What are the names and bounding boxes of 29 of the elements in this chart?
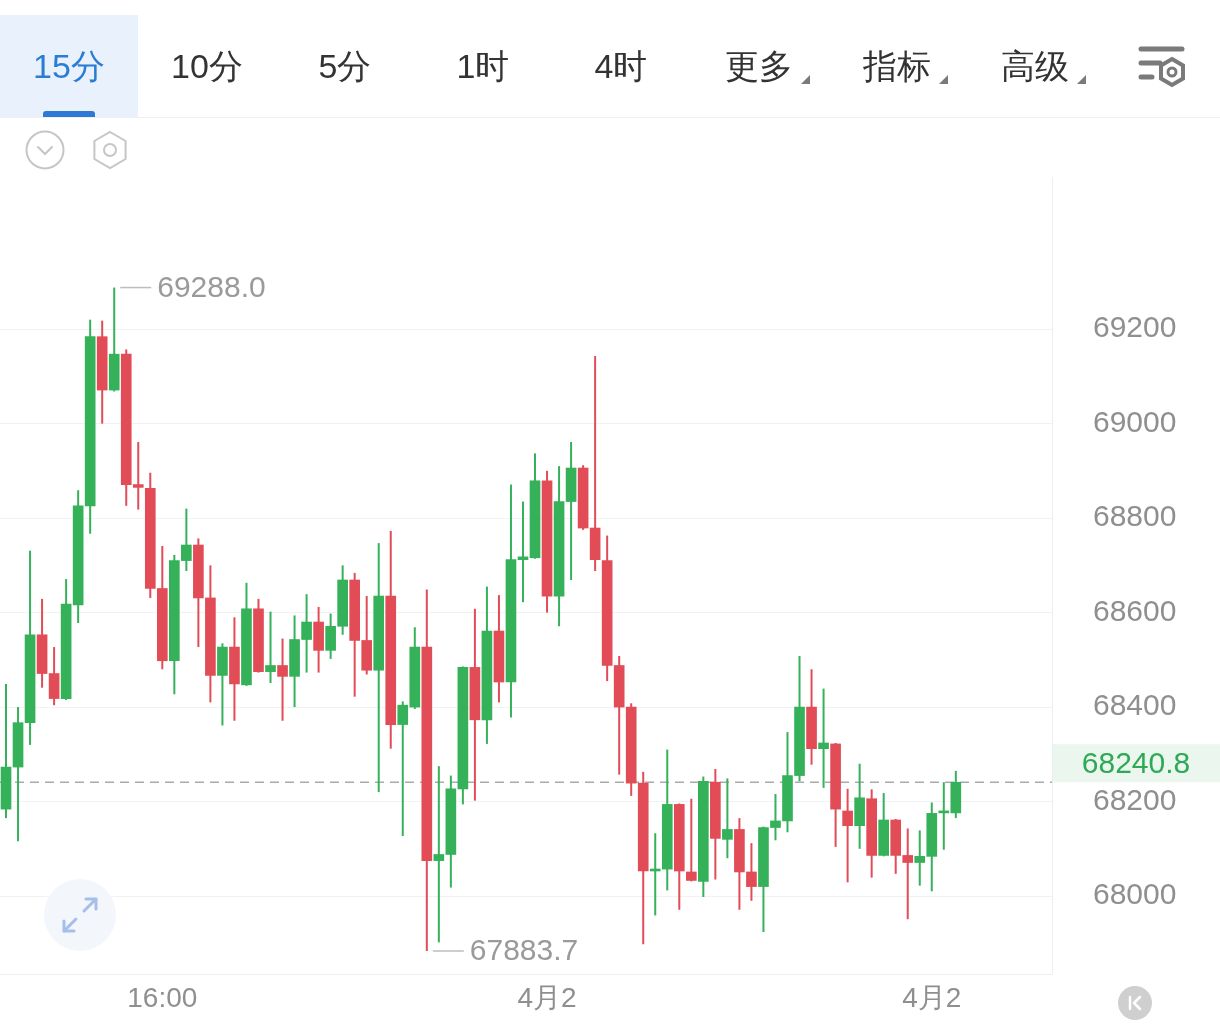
candlestick — [265, 610, 276, 684]
y-tick-label: 68400 — [1092, 688, 1177, 722]
candlestick — [433, 765, 445, 944]
text: 10分 — [171, 47, 243, 85]
y-tick-label: 68800 — [1092, 499, 1177, 533]
candlestick — [685, 797, 697, 883]
annotation: 67883.7 — [469, 933, 579, 967]
y-tick-label: 68000 — [1092, 877, 1177, 911]
y-tick-label: 68600 — [1092, 593, 1177, 627]
candlestick — [818, 687, 829, 789]
annotation: 69288.0 — [157, 269, 266, 303]
text: 4时 — [594, 47, 648, 85]
candlestick — [746, 842, 757, 902]
x-tick-label: 4月2 — [902, 981, 962, 1013]
text: 高级 — [1001, 47, 1069, 85]
y-tick-label: 68200 — [1092, 782, 1177, 816]
text: 指标 — [863, 47, 931, 85]
x-tick-label: 4月2 — [517, 981, 577, 1013]
candlestick — [277, 637, 288, 722]
x-tick-label: 16:00 — [127, 981, 198, 1013]
y-tick-label: 69200 — [1092, 310, 1177, 344]
text: 1时 — [456, 47, 510, 85]
y-tick-label: 69000 — [1092, 404, 1177, 438]
candlestick — [842, 787, 853, 884]
text: 5分 — [318, 47, 372, 85]
text: 15分 — [33, 47, 105, 85]
ref-line-label: 68240.8 — [1081, 745, 1191, 779]
text: 更多 — [725, 47, 793, 85]
candlestick — [722, 777, 733, 860]
